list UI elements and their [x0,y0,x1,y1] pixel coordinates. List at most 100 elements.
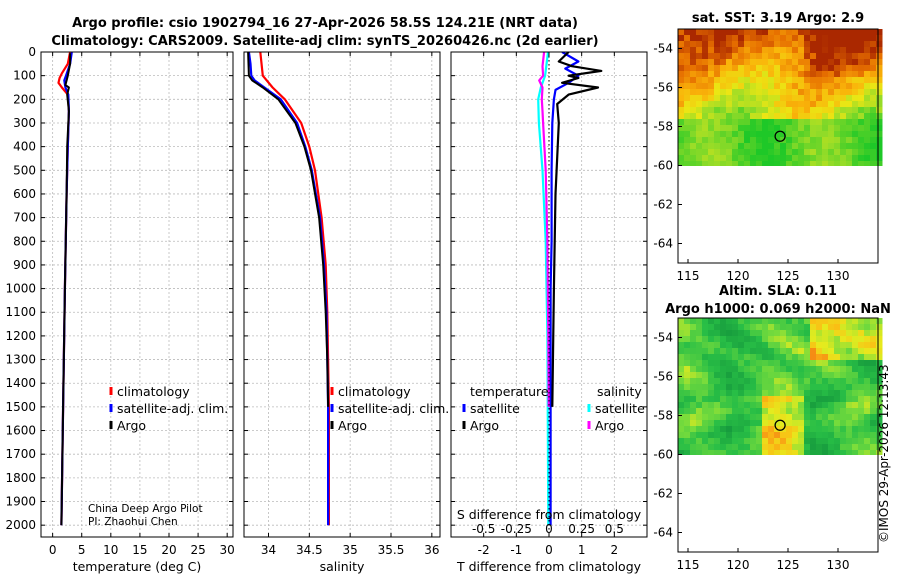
heatmap-cell [690,71,697,78]
heatmap-cell [702,83,709,90]
heatmap-cell [684,137,691,144]
heatmap-cell [846,131,853,138]
y-tick-label: -62 [653,487,673,501]
heatmap-cell [846,432,853,439]
heatmap-cell [732,47,739,54]
heatmap-cell [690,324,697,331]
plot-background [244,52,440,537]
heatmap-cell [738,420,745,427]
heatmap-cell [678,348,685,355]
heatmap-cell [786,330,793,337]
heatmap-cell [798,89,805,96]
heatmap-cell [714,342,721,349]
heatmap-cell [690,149,697,156]
heatmap-cell [810,354,817,361]
heatmap-cell [768,426,775,433]
heatmap-cell [780,342,787,349]
sla-map-title: Altim. SLA: 0.11 [719,284,837,299]
heatmap-cell [786,324,793,331]
heatmap-cell [822,131,829,138]
heatmap-cell [738,354,745,361]
heatmap-cell [852,83,859,90]
heatmap-cell [738,324,745,331]
heatmap-cell [846,35,853,42]
heatmap-cell [786,360,793,367]
heatmap-cell [720,77,727,84]
heatmap-cell [810,65,817,72]
heatmap-cell [756,71,763,78]
heatmap-cell [738,53,745,60]
heatmap-cell [846,450,853,455]
heatmap-cell [720,354,727,361]
heatmap-cell [816,342,823,349]
heatmap-cell [840,438,847,445]
heatmap-cell [786,113,793,120]
heatmap-cell [810,59,817,66]
heatmap-cell [834,47,841,54]
heatmap-cell [762,155,769,162]
x-tick-label: 1 [578,543,586,557]
heatmap-cell [684,402,691,409]
heatmap-cell [738,384,745,391]
heatmap-cell [768,396,775,403]
heatmap-cell [846,161,853,166]
heatmap-cell [708,432,715,439]
heatmap-cell [714,59,721,66]
heatmap-cell [726,420,733,427]
heatmap-cell [726,450,733,455]
x-tick-label: 34.5 [296,543,323,557]
heatmap-cell [714,402,721,409]
heatmap-cell [726,444,733,451]
heatmap-cell [792,137,799,144]
heatmap-cell [750,35,757,42]
heatmap-cell [834,131,841,138]
heatmap-cell [750,336,757,343]
s-axis-label: S difference from climatology [457,507,642,522]
heatmap-cell [762,95,769,102]
heatmap-cell [750,408,757,415]
heatmap-cell [708,83,715,90]
heatmap-cell [798,77,805,84]
heatmap-cell [738,149,745,156]
heatmap-cell [840,29,847,36]
heatmap-cell [786,420,793,427]
heatmap-cell [870,444,877,451]
heatmap-cell [864,390,871,397]
heatmap-cell [738,414,745,421]
heatmap-cell [690,408,697,415]
heatmap-cell [774,101,781,108]
heatmap-cell [846,348,853,355]
heatmap-cell [858,95,865,102]
heatmap-cell [792,360,799,367]
heatmap-cell [678,318,685,325]
heatmap-cell [714,35,721,42]
heatmap-cell [702,161,709,166]
heatmap-cell [846,83,853,90]
y-tick-label: -62 [653,198,673,212]
heatmap-cell [840,113,847,120]
heatmap-cell [702,378,709,385]
heatmap-cell [840,35,847,42]
heatmap-cell [864,402,871,409]
heatmap-cell [798,348,805,355]
heatmap-cell [828,360,835,367]
heatmap-cell [702,77,709,84]
heatmap-cell [732,137,739,144]
y-tick-label: -54 [653,42,673,56]
heatmap-cell [876,378,883,385]
heatmap-cell [732,378,739,385]
heatmap-cell [870,372,877,379]
heatmap-cell [804,83,811,90]
heatmap-cell [798,125,805,132]
heatmap-cell [792,438,799,445]
heatmap-cell [804,53,811,60]
heatmap-cell [870,348,877,355]
heatmap-cell [876,47,883,54]
heatmap-cell [720,348,727,355]
x-tick-label: 10 [103,543,118,557]
heatmap-cell [768,450,775,455]
heatmap-cell [846,354,853,361]
heatmap-cell [708,366,715,373]
heatmap-cell [714,41,721,48]
heatmap-cell [858,47,865,54]
